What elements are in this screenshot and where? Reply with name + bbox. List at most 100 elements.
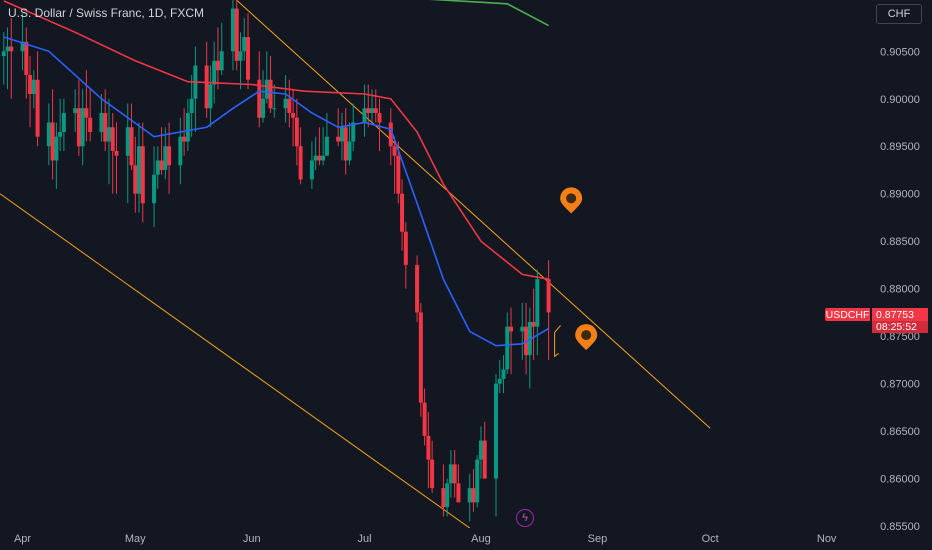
candle-body xyxy=(189,98,194,114)
last-price-badge: USDCHF 0.87753 08:25:52 xyxy=(825,308,929,333)
candle-body xyxy=(309,160,314,180)
candle-body xyxy=(366,108,371,114)
candle-body xyxy=(400,193,405,232)
symbol-title: U.S. Dollar / Swiss Franc, 1D, FXCM xyxy=(8,6,205,20)
y-tick-label-7: 0.87000 xyxy=(880,379,920,391)
candle-body xyxy=(185,113,190,142)
y-tick-label-3: 0.89000 xyxy=(880,189,920,201)
price-badge-price: 0.87753 xyxy=(872,308,928,321)
candle-body xyxy=(317,155,322,161)
moving-average-line-3 xyxy=(429,0,549,27)
candle-body xyxy=(212,60,217,85)
candle-body xyxy=(430,459,435,489)
candle-body xyxy=(9,46,14,52)
candle-body xyxy=(471,488,476,503)
y-tick-label-6: 0.87500 xyxy=(880,331,920,343)
price-badge-symbol: USDCHF xyxy=(825,308,870,321)
candle-body xyxy=(272,108,277,110)
candle-body xyxy=(73,108,78,114)
candle-body xyxy=(494,383,498,479)
candle-body xyxy=(351,122,356,142)
candle-body xyxy=(230,8,235,52)
candle-body xyxy=(31,79,36,95)
candle-body xyxy=(99,113,104,132)
candle-body xyxy=(246,37,250,80)
candle-body xyxy=(264,79,269,99)
candle-body xyxy=(129,127,134,166)
candle-body xyxy=(28,75,33,95)
x-tick-label-6: Oct xyxy=(702,533,719,545)
map-pin-hole-2 xyxy=(581,330,592,341)
candle-body xyxy=(392,146,397,156)
candle-body xyxy=(204,65,209,109)
candle-body xyxy=(283,98,288,109)
candle-body xyxy=(46,122,51,147)
candle-body xyxy=(50,122,55,161)
candle-body xyxy=(467,488,472,503)
candle-body xyxy=(268,79,273,109)
candle-body xyxy=(452,464,457,484)
candle-body xyxy=(475,459,480,503)
candle-body xyxy=(321,155,326,161)
candle-body xyxy=(294,117,299,147)
lightning-icon[interactable]: ϟ xyxy=(516,509,534,527)
candle-body xyxy=(448,464,453,484)
candle-body xyxy=(426,435,431,460)
candle-body xyxy=(61,113,66,132)
candle-body xyxy=(114,150,119,156)
y-tick-label-1: 0.90000 xyxy=(880,94,920,106)
candle-body xyxy=(133,165,138,194)
candle-body xyxy=(441,488,446,508)
candle-body xyxy=(110,127,115,151)
candle-body xyxy=(388,122,393,147)
x-tick-label-5: Sep xyxy=(588,533,608,545)
candle-body xyxy=(298,146,303,180)
x-tick-label-2: Jun xyxy=(243,533,261,545)
candle-body xyxy=(80,108,85,147)
candle-body xyxy=(234,8,239,61)
currency-button[interactable]: CHF xyxy=(876,4,922,24)
candle-body xyxy=(445,483,450,508)
x-tick-label-4: Aug xyxy=(471,533,491,545)
candle-body xyxy=(505,326,510,370)
map-pin-hole-1 xyxy=(566,193,577,204)
candle-body xyxy=(509,326,514,332)
candle-body xyxy=(1,51,6,57)
moving-average-line-1 xyxy=(3,36,550,347)
candle-body xyxy=(313,155,318,161)
candle-body xyxy=(362,108,367,123)
candle-body xyxy=(159,160,164,170)
moving-average-line-2 xyxy=(3,0,549,280)
candle-body xyxy=(501,369,506,379)
candle-body xyxy=(84,108,89,118)
x-tick-label-0: Apr xyxy=(14,533,31,545)
candle-body xyxy=(546,279,551,313)
candle-body xyxy=(155,160,160,175)
y-tick-label-4: 0.88500 xyxy=(880,236,920,248)
candle-body xyxy=(167,146,172,166)
x-tick-label-3: Jul xyxy=(357,533,371,545)
candle-body xyxy=(418,312,423,403)
plot-area xyxy=(0,0,711,528)
x-tick-label-1: May xyxy=(125,533,146,545)
candle-body xyxy=(377,113,382,123)
candle-body xyxy=(291,113,296,118)
candle-body xyxy=(219,51,224,71)
candle-body xyxy=(182,136,187,142)
y-tick-label-2: 0.89500 xyxy=(880,141,920,153)
candle-body xyxy=(324,136,329,156)
candle-body xyxy=(242,37,247,52)
candle-body xyxy=(140,146,145,204)
candle-body xyxy=(58,132,63,137)
candle-body xyxy=(152,174,157,204)
y-tick-label-10: 0.85500 xyxy=(880,521,920,533)
candle-body xyxy=(54,136,59,161)
candle-body xyxy=(24,41,29,76)
candle-body xyxy=(88,117,93,132)
candle-body xyxy=(370,108,374,114)
candle-body xyxy=(531,321,536,327)
candle-body xyxy=(106,127,111,142)
candle-body xyxy=(339,127,344,142)
y-tick-label-5: 0.88000 xyxy=(880,284,920,296)
